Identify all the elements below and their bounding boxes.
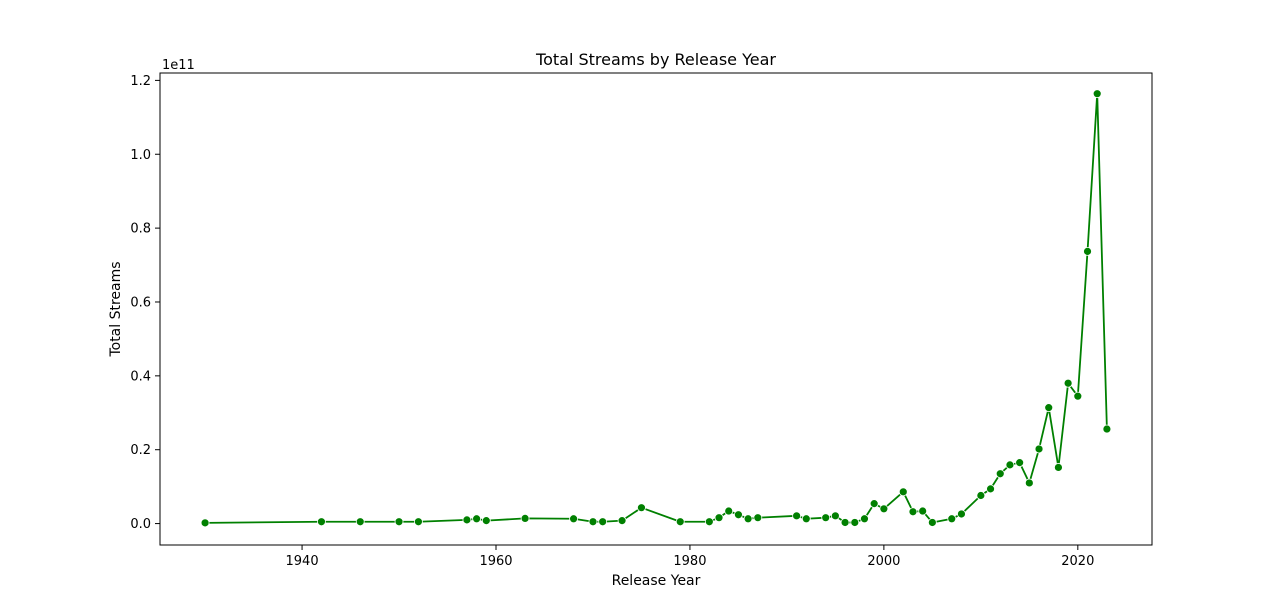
data-point <box>200 518 210 528</box>
data-point <box>1054 463 1063 472</box>
data-point <box>908 507 918 517</box>
y-axis-label: Total Streams <box>108 261 124 357</box>
data-point <box>927 518 937 527</box>
data-point <box>957 509 966 519</box>
data-point <box>830 511 840 521</box>
data-point <box>840 518 850 527</box>
data-point <box>947 514 957 524</box>
x-tick-label: 1940 <box>286 554 319 569</box>
data-point <box>869 499 879 509</box>
y-tick-label: 0.6 <box>130 295 151 310</box>
data-point <box>355 517 365 527</box>
data-point <box>394 517 404 527</box>
data-point <box>520 514 530 523</box>
plot-frame <box>159 72 1153 546</box>
data-point <box>850 518 860 527</box>
data-point <box>317 517 326 527</box>
data-point <box>860 514 869 524</box>
y-tick-label: 1.0 <box>130 148 151 163</box>
data-point <box>1005 460 1015 470</box>
data-point <box>1024 478 1034 488</box>
y-tick-label: 0.0 <box>130 517 151 532</box>
data-point <box>743 514 753 524</box>
data-point <box>704 517 714 527</box>
data-point <box>753 513 763 523</box>
data-point <box>569 514 578 524</box>
y-tick-label: 0.4 <box>130 369 151 384</box>
data-point <box>995 469 1005 479</box>
y-tick-label: 1.2 <box>130 74 151 89</box>
data-point <box>792 511 802 521</box>
data-point <box>1092 89 1102 99</box>
data-point <box>675 517 685 527</box>
x-tick-label: 2020 <box>1061 554 1094 569</box>
data-point <box>801 514 811 524</box>
data-point <box>724 506 734 516</box>
data-point <box>598 517 608 527</box>
data-point <box>588 517 598 527</box>
data-point <box>1015 458 1025 468</box>
data-point <box>617 516 627 526</box>
data-point <box>714 513 724 523</box>
y-tick-label: 0.2 <box>130 443 151 458</box>
data-point <box>1073 391 1083 401</box>
data-point <box>918 506 928 516</box>
axis-ticks: 1940 1960 1980 2000 2020 0.0 0.2 0.4 0.6 0.8 1.0 1.… <box>130 74 1094 569</box>
y-axis-offset-label: 1e11 <box>162 58 195 73</box>
data-point <box>637 503 646 513</box>
data-point <box>1063 378 1073 388</box>
data-point <box>1034 444 1044 454</box>
x-tick-label: 1960 <box>479 554 512 569</box>
data-point <box>879 504 889 514</box>
data-point <box>462 515 472 525</box>
data-point <box>481 516 491 526</box>
data-point <box>976 491 986 500</box>
data-point <box>986 484 995 494</box>
x-axis-label: Release Year <box>612 573 701 589</box>
data-point <box>472 514 482 524</box>
data-point <box>1044 403 1054 413</box>
data-point <box>898 487 908 497</box>
data-point <box>734 510 743 520</box>
data-point <box>821 513 831 523</box>
y-tick-label: 0.8 <box>130 222 151 237</box>
data-point <box>1102 424 1112 434</box>
plot-area <box>200 89 1112 528</box>
x-tick-label: 2000 <box>867 554 900 569</box>
series-line <box>205 92 1108 524</box>
chart-title: Total Streams by Release Year <box>535 50 776 69</box>
x-tick-label: 1980 <box>673 554 706 569</box>
data-point <box>414 517 423 527</box>
data-point <box>1083 246 1092 256</box>
